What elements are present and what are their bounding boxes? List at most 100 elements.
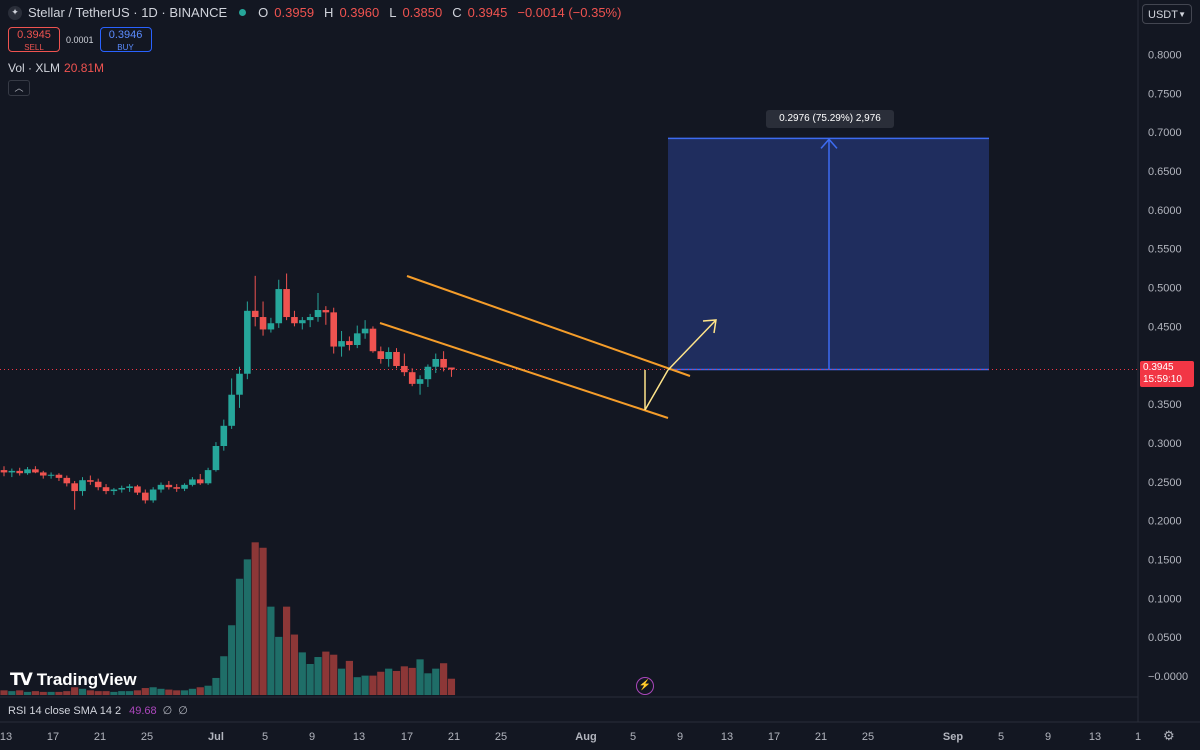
candle-body	[330, 312, 337, 347]
y-tick-label: 0.8000	[1148, 49, 1182, 61]
volume-bar	[361, 675, 369, 695]
sell-button[interactable]: 0.3945 SELL	[8, 27, 60, 52]
candle-body	[47, 474, 55, 476]
candle-body	[32, 469, 39, 473]
volume-bar	[94, 691, 102, 695]
x-tick-label: Sep	[943, 731, 963, 743]
candle-body	[220, 425, 228, 447]
candle-body	[157, 484, 165, 490]
candle-body	[165, 484, 173, 488]
x-tick-label: 21	[815, 731, 827, 743]
candle-body	[385, 351, 392, 359]
x-tick-label: 25	[862, 731, 874, 743]
tradingview-mark-icon: 𝗧𝗩	[10, 670, 33, 689]
volume-bar	[188, 688, 196, 695]
volume-bar	[337, 668, 346, 695]
x-tick-label: 13	[1089, 731, 1101, 743]
rsi-legend[interactable]: RSI 14 close SMA 14 2 49.68 ∅ ∅	[8, 705, 188, 717]
target-arrow-head	[820, 138, 838, 149]
symbol-title[interactable]: Stellar / TetherUS · 1D · BINANCE	[28, 5, 228, 20]
tradingview-logo: 𝗧𝗩 TradingView	[10, 670, 137, 689]
currency-selector[interactable]: USDT ▼	[1142, 4, 1192, 24]
volume-bar	[204, 685, 212, 695]
volume-bar	[0, 690, 8, 695]
volume-bar	[78, 688, 87, 695]
candle-body	[16, 470, 23, 474]
candle-body	[212, 446, 220, 471]
y-tick-label: 0.4500	[1148, 321, 1182, 333]
volume-bar	[165, 689, 173, 695]
buy-button[interactable]: 0.3946 BUY	[99, 27, 152, 52]
volume-bar	[235, 578, 244, 695]
candle-body	[118, 487, 126, 490]
volume-bar	[39, 691, 47, 695]
candle-body	[306, 317, 314, 321]
volume-bar	[400, 666, 408, 695]
volume-bar	[408, 667, 416, 695]
channel-upper-line	[406, 275, 691, 377]
volume-label: Vol · XLM	[8, 61, 61, 75]
spread-value: 0.0001	[66, 34, 94, 45]
volume-bar	[110, 691, 118, 695]
collapse-legend-button[interactable]: ︿	[8, 80, 30, 96]
volume-legend[interactable]: Vol · XLM 20.81M	[8, 61, 104, 75]
y-tick-label: 0.2000	[1148, 516, 1182, 528]
volume-bar	[290, 634, 299, 695]
y-tick-label: 0.2500	[1148, 477, 1182, 489]
lightning-icon[interactable]: ⚡	[636, 677, 654, 695]
candle-body	[228, 394, 235, 426]
volume-bar	[283, 606, 291, 695]
volume-bar	[141, 688, 149, 695]
candle-body	[102, 487, 110, 492]
volume-bar	[432, 668, 440, 695]
x-tick-label: Aug	[575, 731, 596, 743]
candle-body	[87, 480, 94, 482]
candle-body	[267, 323, 275, 330]
volume-bar	[416, 659, 424, 695]
volume-bar	[47, 691, 55, 695]
x-tick-label: 13	[0, 731, 12, 743]
volume-bar	[55, 691, 63, 695]
candle-body	[55, 474, 63, 478]
volume-bar	[322, 651, 330, 695]
candle-body	[401, 365, 408, 373]
candle-body	[408, 372, 416, 384]
candle-body	[71, 483, 78, 492]
volume-bar	[424, 673, 432, 695]
volume-bar	[330, 654, 338, 695]
volume-bar	[259, 547, 267, 695]
volume-bar	[228, 625, 236, 695]
volume-bar	[243, 559, 251, 695]
volume-bar	[102, 691, 110, 695]
volume-bar	[126, 691, 134, 695]
y-tick-label: 0.3000	[1148, 438, 1182, 450]
volume-bar	[212, 677, 220, 695]
candle-body	[393, 351, 400, 366]
x-tick-label: 25	[495, 731, 507, 743]
settings-gear-icon[interactable]: ⚙	[1163, 728, 1175, 743]
candle-body	[314, 310, 322, 318]
volume-bar	[71, 687, 79, 695]
volume-bar	[133, 690, 142, 695]
candle-body	[283, 289, 290, 318]
volume-bar	[86, 690, 94, 695]
candle-body	[244, 310, 251, 374]
x-tick-label: 17	[401, 731, 413, 743]
x-tick-label: 17	[47, 731, 59, 743]
volume-bar	[63, 691, 71, 695]
y-tick-label: −0.0000	[1148, 671, 1188, 683]
volume-bar	[298, 652, 306, 695]
candle-body	[448, 367, 455, 370]
x-tick-label: 13	[721, 731, 733, 743]
candle-body	[126, 486, 133, 488]
candle-body	[24, 469, 31, 474]
candle-body	[181, 484, 188, 489]
candle-body	[377, 351, 385, 359]
candle-body	[432, 358, 440, 367]
y-tick-label: 0.0500	[1148, 632, 1182, 644]
volume-bar	[180, 690, 189, 695]
y-tick-label: 0.6000	[1148, 205, 1182, 217]
candle-body	[275, 289, 283, 324]
market-open-dot-icon	[239, 9, 247, 16]
